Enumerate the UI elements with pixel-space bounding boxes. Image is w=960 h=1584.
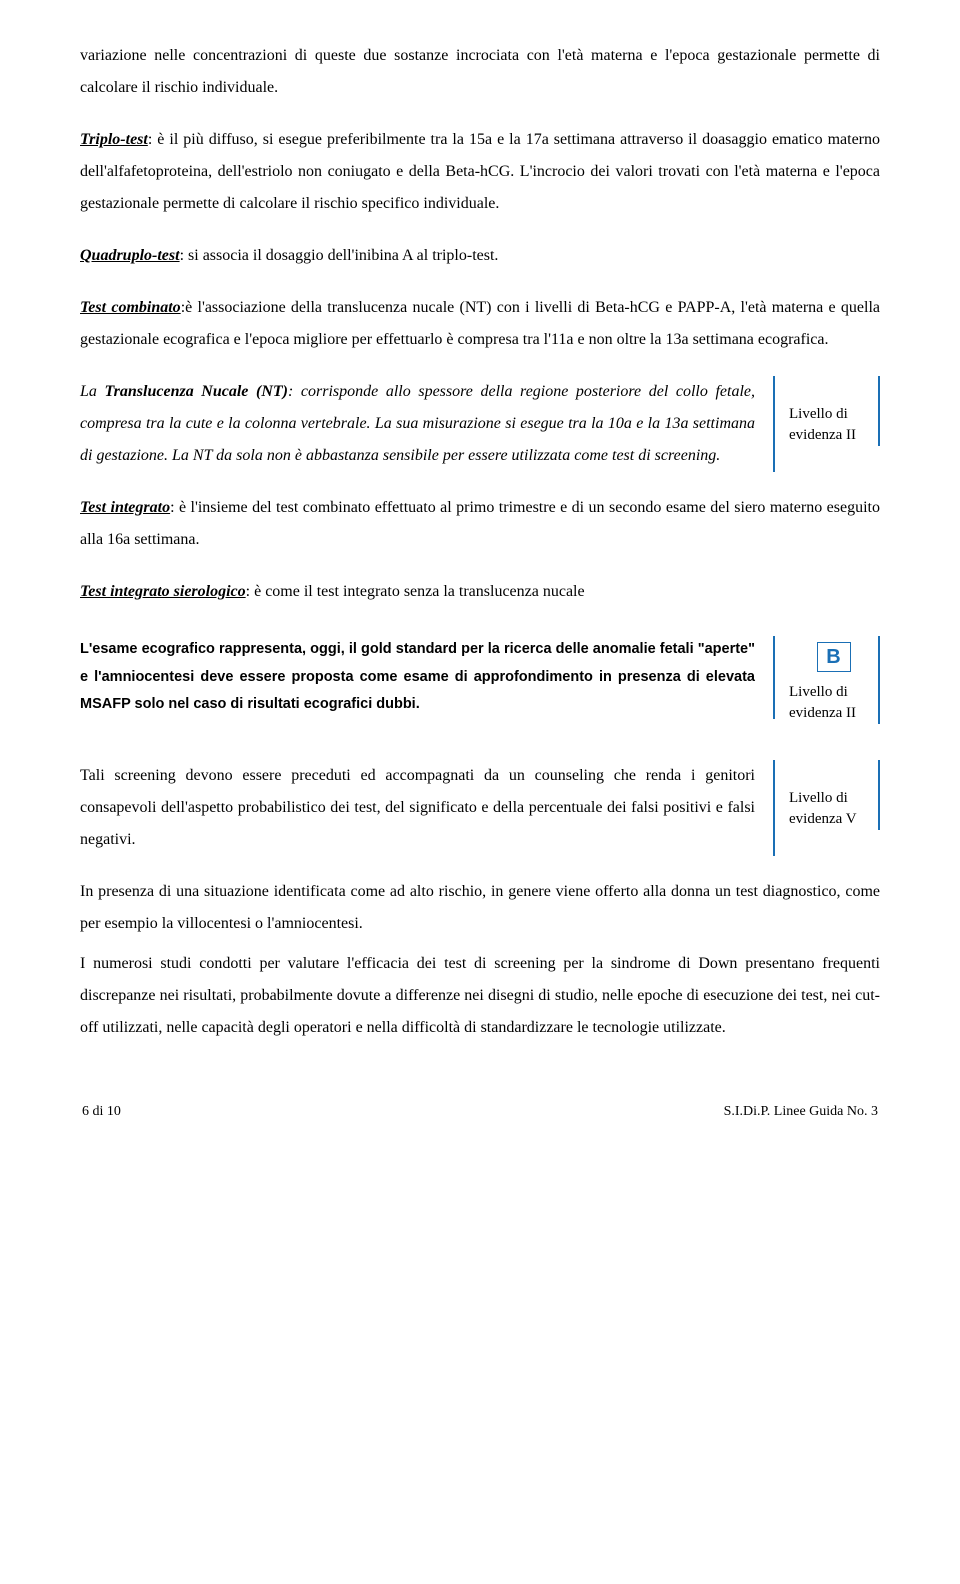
- label-nt-la: La: [80, 383, 105, 400]
- text-integrato: : è l'insieme del test combinato effettu…: [80, 499, 880, 548]
- paragraph-diag: In presenza di una situazione identifica…: [80, 876, 880, 940]
- block-grade-b-main: L'esame ecografico rappresenta, oggi, il…: [80, 636, 775, 719]
- paragraph-intro: variazione nelle concentrazioni di quest…: [80, 40, 880, 104]
- paragraph-triplo: Triplo-test: è il più diffuso, si esegue…: [80, 124, 880, 220]
- text-quadruplo: : si associa il dosaggio dell'inibina A …: [180, 247, 499, 264]
- block-nt-main: La Translucenza Nucale (NT): corrisponde…: [80, 376, 775, 472]
- text-integrato-siero: : è come il test integrato senza la tran…: [246, 583, 585, 600]
- paragraph-quadruplo: Quadruplo-test: si associa il dosaggio d…: [80, 240, 880, 272]
- evidence-nt: Livello di evidenza II: [789, 404, 878, 446]
- label-integrato: Test integrato: [80, 499, 170, 516]
- paragraph-integrato-siero: Test integrato sierologico: è come il te…: [80, 576, 880, 608]
- paragraph-integrato: Test integrato: è l'insieme del test com…: [80, 492, 880, 556]
- paragraph-studi: I numerosi studi condotti per valutare l…: [80, 948, 880, 1044]
- block-counseling: Tali screening devono essere preceduti e…: [80, 760, 880, 856]
- text-triplo: : è il più diffuso, si esegue preferibil…: [80, 131, 880, 212]
- text-combinato: :è l'associazione della translucenza nuc…: [80, 299, 880, 348]
- block-grade-b-note: B Livello di evidenza II: [775, 636, 880, 724]
- evidence-counseling: Livello di evidenza V: [789, 788, 878, 830]
- paragraph-combinato: Test combinato:è l'associazione della tr…: [80, 292, 880, 356]
- label-integrato-siero: Test integrato sierologico: [80, 583, 246, 600]
- block-grade-b: L'esame ecografico rappresenta, oggi, il…: [80, 636, 880, 724]
- block-nt: La Translucenza Nucale (NT): corrisponde…: [80, 376, 880, 472]
- grade-badge: B: [817, 642, 851, 672]
- evidence-grade-b: Livello di evidenza II: [789, 682, 878, 724]
- footer-doc-ref: S.I.Di.P. Linee Guida No. 3: [724, 1104, 878, 1120]
- block-nt-note: Livello di evidenza II: [775, 376, 880, 446]
- document-page: variazione nelle concentrazioni di quest…: [0, 0, 960, 1150]
- label-quadruplo: Quadruplo-test: [80, 247, 180, 264]
- label-triplo: Triplo-test: [80, 131, 148, 148]
- label-combinato: Test combinato: [80, 299, 181, 316]
- block-counseling-main: Tali screening devono essere preceduti e…: [80, 760, 775, 856]
- label-nt: Translucenza Nucale (NT): [105, 383, 289, 400]
- block-counseling-note: Livello di evidenza V: [775, 760, 880, 830]
- page-footer: 6 di 10 S.I.Di.P. Linee Guida No. 3: [80, 1104, 880, 1120]
- footer-page-number: 6 di 10: [82, 1104, 121, 1120]
